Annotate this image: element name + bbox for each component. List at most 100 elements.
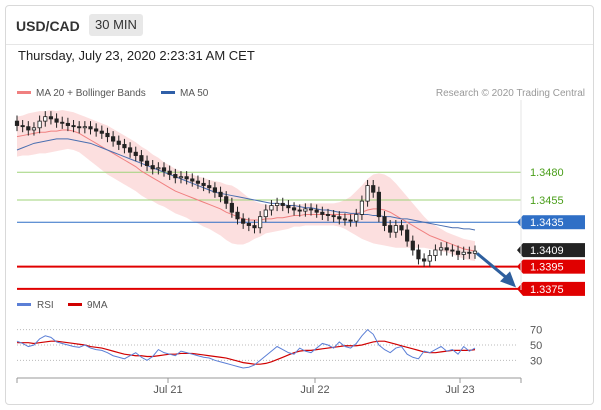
candle [212, 182, 217, 198]
candle [99, 125, 104, 139]
candle-body [275, 202, 280, 206]
candle [37, 115, 42, 134]
candle-body [54, 118, 59, 123]
level-value-1.3480: 1.3480 [530, 167, 564, 179]
candle [14, 115, 20, 132]
candle [314, 204, 319, 218]
candle [405, 224, 410, 247]
candle-body [297, 209, 302, 212]
candle-body [354, 214, 359, 222]
rsi-line [16, 328, 476, 369]
candle [297, 204, 302, 217]
x-tick-label: Jul 23 [445, 384, 474, 396]
candle-body [122, 144, 127, 149]
candle-body [286, 205, 291, 209]
candle-body [235, 211, 240, 220]
candle [263, 204, 268, 223]
candle-body [467, 251, 472, 254]
level-value-1.3435: 1.3435 [530, 217, 564, 229]
candle-body [359, 200, 365, 215]
candle [275, 197, 280, 212]
candle [116, 135, 121, 150]
candle [195, 175, 201, 189]
candle [410, 235, 415, 256]
level-tag-pointer-1.3435 [517, 215, 523, 230]
candle-body [111, 136, 116, 142]
candle [150, 160, 155, 175]
candle [190, 173, 195, 187]
candle [20, 120, 25, 133]
candle-body [280, 202, 285, 206]
candle-body [472, 250, 478, 254]
candle-body [337, 216, 342, 220]
candle [167, 165, 172, 180]
candle-body [144, 160, 150, 166]
candle-body [105, 132, 110, 138]
candle-body [116, 140, 121, 145]
level-tag-1.3409 [523, 243, 585, 258]
x-tick-label: Jul 22 [300, 384, 329, 396]
candle [133, 146, 138, 162]
legend-bollinger-label: MA 20 + Bollinger Bands [36, 88, 146, 99]
level-tag-pointer-1.3375 [517, 281, 523, 296]
candle-body [195, 180, 201, 184]
chart-widget: USD/CAD 30 MIN Thursday, July 23, 2020 2… [5, 5, 594, 405]
candle-body [82, 126, 87, 129]
candle-body [127, 147, 133, 153]
ma50-line [16, 138, 476, 231]
candle-body [455, 250, 461, 255]
candle [122, 138, 127, 154]
candle [331, 210, 336, 223]
candle-body [308, 208, 314, 211]
timeframe-badge[interactable]: 30 MIN [89, 14, 143, 36]
candle-body [37, 120, 42, 129]
candle [144, 155, 150, 172]
legend-bollinger-swatch [17, 91, 31, 94]
candle-body [43, 116, 48, 122]
candle-body [303, 208, 308, 212]
level-tag-1.3375 [523, 281, 585, 296]
candle [184, 171, 189, 185]
x-tick-label: Jul 21 [153, 384, 182, 396]
candle [376, 186, 381, 223]
candle [365, 180, 370, 207]
candle [111, 131, 116, 147]
candle [161, 162, 167, 177]
candle-body [371, 185, 376, 193]
candle [467, 246, 472, 259]
candle-body [77, 126, 82, 129]
candle-body [150, 165, 155, 170]
candle-body [207, 185, 212, 189]
candle-body [427, 255, 432, 262]
candle [354, 208, 359, 227]
candle-body [405, 229, 410, 242]
candle [280, 197, 285, 212]
candle-body [173, 174, 178, 179]
candle-body [48, 116, 54, 120]
candle [342, 213, 348, 226]
candle-body [71, 125, 76, 128]
candle-body [342, 218, 348, 221]
candle [252, 220, 257, 234]
candle [26, 121, 31, 136]
candle-body [438, 247, 444, 251]
candle [303, 203, 308, 217]
candle [388, 220, 393, 238]
candle-body [139, 155, 144, 162]
candle [235, 206, 240, 225]
candle [422, 253, 427, 267]
candle-body [291, 207, 297, 211]
candle [173, 168, 178, 184]
level-value-1.3409: 1.3409 [530, 245, 564, 257]
candle [65, 117, 70, 132]
candle-body [184, 176, 189, 180]
legend-ma50-swatch [161, 91, 175, 94]
candle [371, 180, 376, 198]
candle-body [382, 216, 387, 226]
candle [450, 244, 455, 257]
candle [139, 150, 144, 167]
candle-body [365, 185, 370, 202]
candle [105, 127, 110, 143]
candle-body [422, 258, 427, 262]
